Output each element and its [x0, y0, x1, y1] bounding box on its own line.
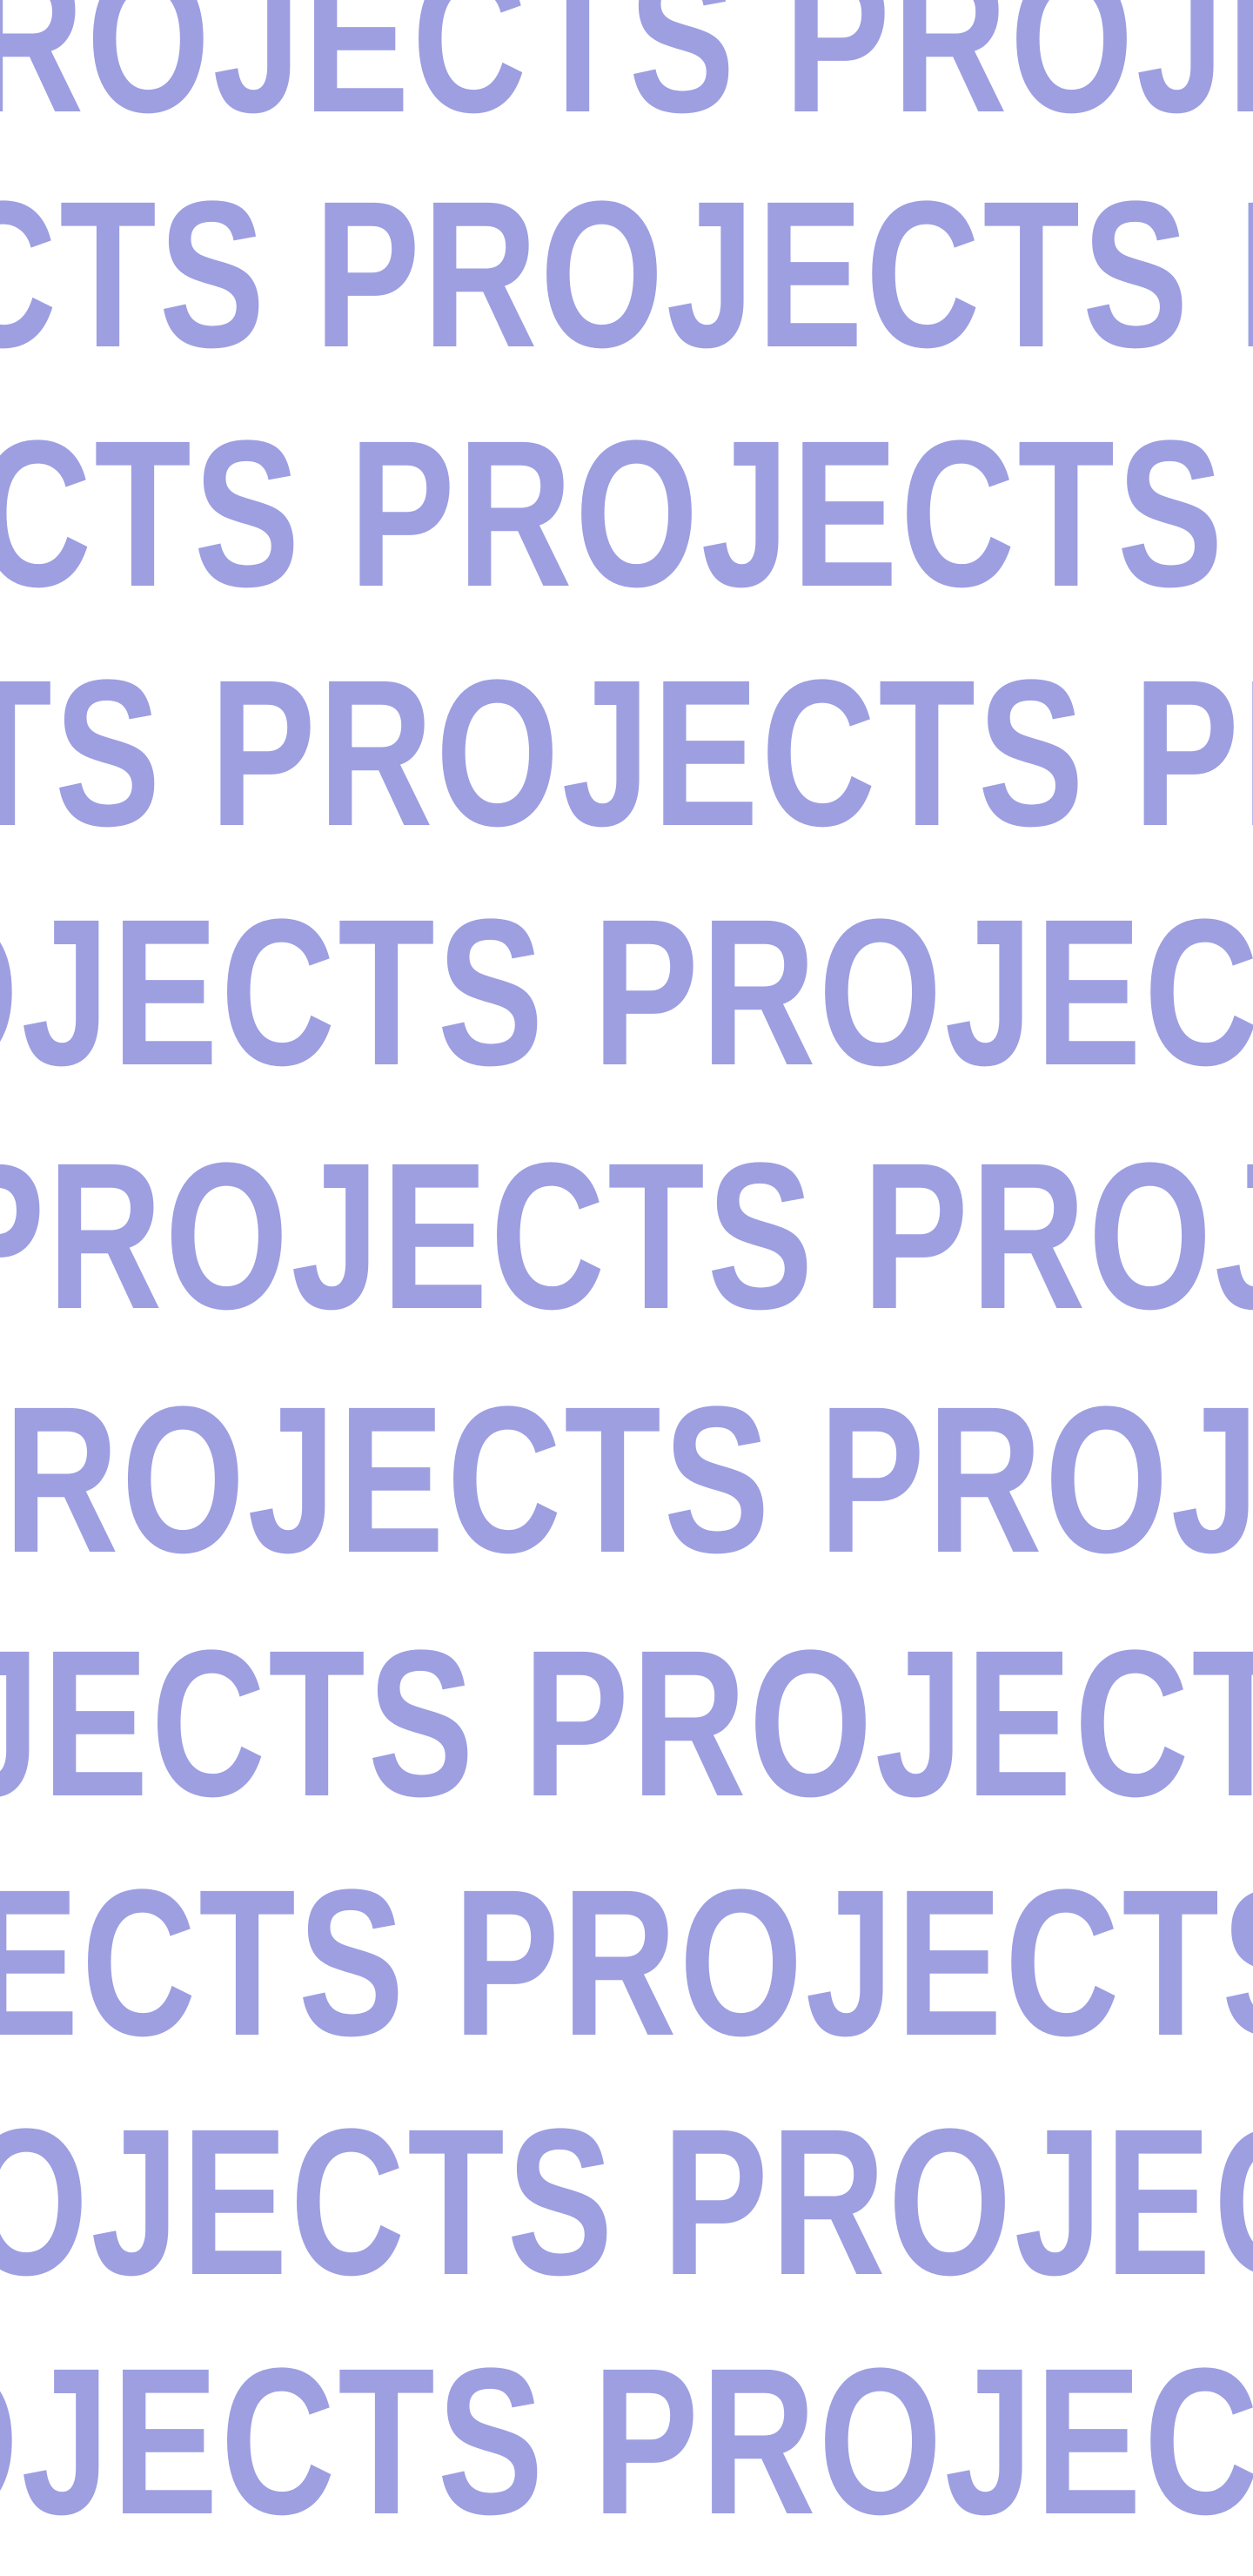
- pattern-word: PROJECTS PROJECTS PROJECTS PROJECTS PROJ…: [0, 1131, 1253, 1349]
- pattern-row: PROJECTS PROJECTS PROJECTS PROJECTS PROJ…: [0, 0, 1253, 152]
- pattern-word: PROJECTS PROJECTS PROJECTS PROJECTS PROJ…: [0, 170, 1253, 387]
- pattern-row: PROJECTS PROJECTS PROJECTS PROJECTS PROJ…: [0, 1858, 1253, 2076]
- pattern-word: PROJECTS PROJECTS PROJECTS PROJECTS PROJ…: [0, 2097, 1253, 2315]
- pattern-row: PROJECTS PROJECTS PROJECTS PROJECTS PROJ…: [0, 888, 1253, 1105]
- pattern-row: PROJECTS PROJECTS PROJECTS PROJECTS PROJ…: [0, 2097, 1253, 2315]
- pattern-row: PROJECTS PROJECTS PROJECTS PROJECTS PROJ…: [0, 170, 1253, 387]
- pattern-word: PROJECTS PROJECTS PROJECTS PROJECTS PROJ…: [0, 409, 1253, 627]
- pattern-word: PROJECTS PROJECTS PROJECTS PROJECTS PROJ…: [0, 1619, 1253, 1836]
- pattern-word: PROJECTS PROJECTS PROJECTS PROJECTS PROJ…: [0, 2337, 1253, 2554]
- pattern-row: PROJECTS PROJECTS PROJECTS PROJECTS PROJ…: [0, 1619, 1253, 1836]
- pattern-row: PROJECTS PROJECTS PROJECTS PROJECTS PROJ…: [0, 409, 1253, 627]
- pattern-row: PROJECTS PROJECTS PROJECTS PROJECTS PROJ…: [0, 2572, 1253, 2576]
- pattern-word: PROJECTS PROJECTS PROJECTS PROJECTS PROJ…: [0, 0, 1253, 152]
- pattern-word: PROJECTS PROJECTS PROJECTS PROJECTS PROJ…: [0, 1858, 1253, 2076]
- pattern-row: PROJECTS PROJECTS PROJECTS PROJECTS PROJ…: [0, 648, 1253, 866]
- pattern-row: PROJECTS PROJECTS PROJECTS PROJECTS PROJ…: [0, 1375, 1253, 1593]
- pattern-word: PROJECTS PROJECTS PROJECTS PROJECTS PROJ…: [0, 1375, 1253, 1593]
- pattern-row: PROJECTS PROJECTS PROJECTS PROJECTS PROJ…: [0, 2337, 1253, 2554]
- pattern-word: PROJECTS PROJECTS PROJECTS PROJECTS PROJ…: [0, 888, 1253, 1105]
- pattern-word: PROJECTS PROJECTS PROJECTS PROJECTS PROJ…: [0, 2572, 1253, 2576]
- pattern-word: PROJECTS PROJECTS PROJECTS PROJECTS PROJ…: [0, 648, 1253, 866]
- pattern-row: PROJECTS PROJECTS PROJECTS PROJECTS PROJ…: [0, 1131, 1253, 1349]
